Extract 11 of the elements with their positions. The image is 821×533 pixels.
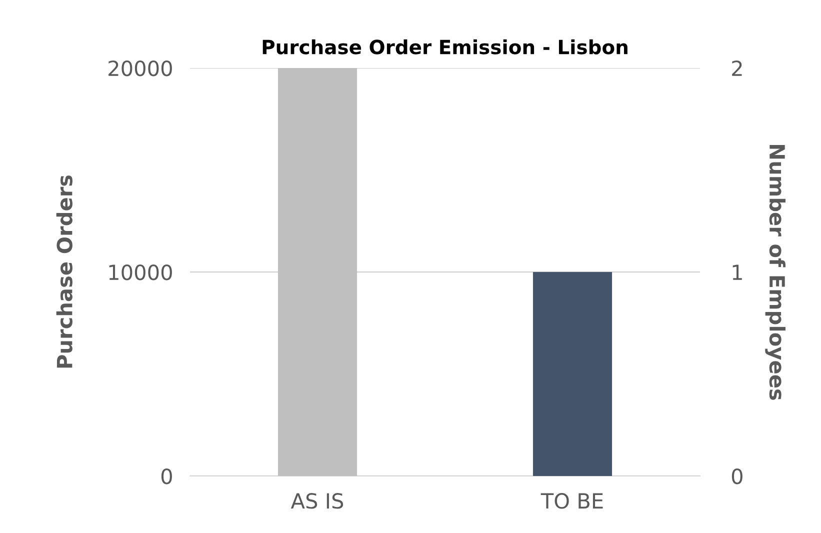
y2-axis-title: Number of Employees bbox=[765, 145, 786, 400]
y-tick-label: 10000 bbox=[109, 264, 172, 280]
y2-tick-label: 2 bbox=[732, 60, 742, 76]
y-axis-title: Purchase Orders bbox=[56, 175, 72, 368]
y-tick-label: 0 bbox=[161, 468, 172, 484]
y2-tick-label: 1 bbox=[732, 264, 742, 280]
chart-title: Purchase Order Emission - Lisbon bbox=[262, 39, 628, 54]
y2-tick-label: 0 bbox=[732, 468, 742, 484]
x-tick-label: AS IS bbox=[290, 493, 344, 509]
y-tick-label: 20000 bbox=[108, 60, 172, 76]
x-tick-label: TO BE bbox=[540, 493, 603, 509]
